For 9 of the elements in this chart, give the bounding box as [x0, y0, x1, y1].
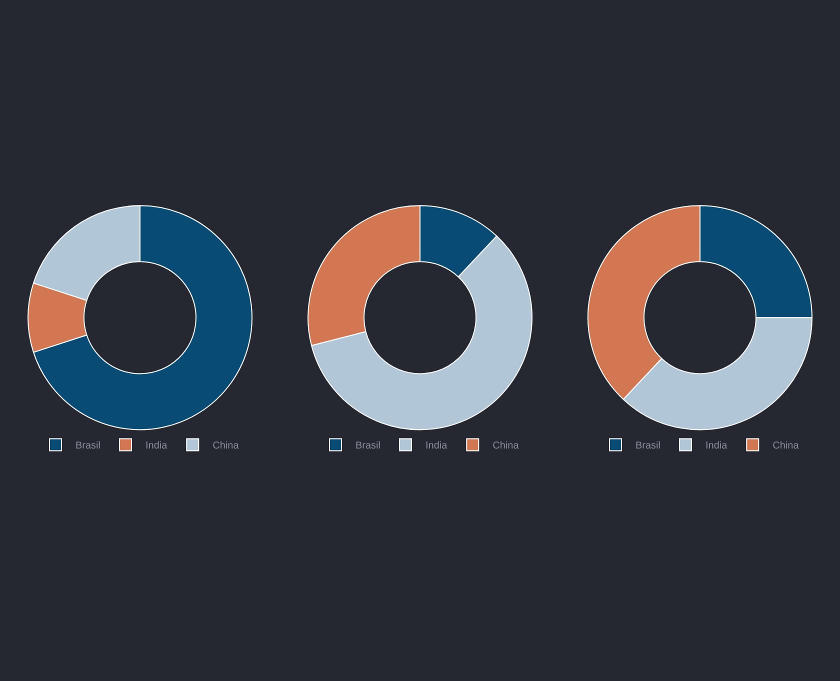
legend-label: India	[706, 440, 728, 452]
legend-label: China	[492, 440, 520, 452]
legend-label: China	[212, 440, 240, 452]
legend-label: Brasil	[356, 440, 381, 452]
legend-label: Brasil	[636, 440, 661, 452]
legend-label: China	[772, 440, 800, 452]
legend-label: Brasil	[76, 440, 101, 452]
legend-label: India	[426, 440, 448, 452]
legend-label: India	[146, 440, 168, 452]
